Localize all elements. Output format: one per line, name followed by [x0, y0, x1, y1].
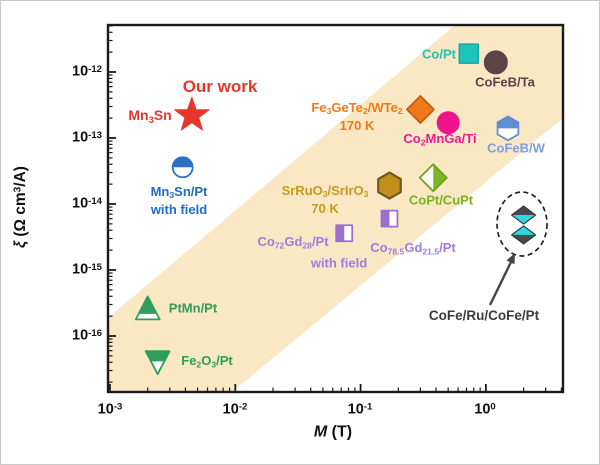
- marker-co2mnga-ti: [436, 111, 460, 135]
- plot-frame: [106, 23, 565, 394]
- annotation-arrow: [488, 261, 513, 306]
- marker-copt-cupt: [418, 163, 448, 193]
- marker-cofeb-ta: [483, 50, 508, 75]
- marker-mn3sn-pt: [171, 156, 194, 179]
- marker-ptmn-pt: [134, 295, 161, 321]
- marker-mn3sn-star: [174, 96, 210, 131]
- marker-co-pt: [458, 43, 480, 64]
- marker-srruo3-sriro3: [377, 171, 402, 200]
- marker-co72gd28-pt: [335, 224, 354, 243]
- trend-band: [108, 25, 563, 392]
- marker-fgt-wte2: [405, 95, 435, 124]
- highlight-annotation-group: [488, 191, 548, 306]
- marker-cofe-ru-cofe-pt-a: [511, 205, 537, 225]
- marker-cofeb-w: [496, 115, 520, 142]
- annotation-arrowhead: [506, 253, 515, 265]
- data-markers: [134, 43, 537, 376]
- marker-fe2o3-pt: [144, 350, 171, 376]
- marker-co785gd215-pt: [380, 209, 399, 228]
- dashed-ellipse: [496, 191, 548, 257]
- marker-cofe-ru-cofe-pt-b: [511, 225, 537, 245]
